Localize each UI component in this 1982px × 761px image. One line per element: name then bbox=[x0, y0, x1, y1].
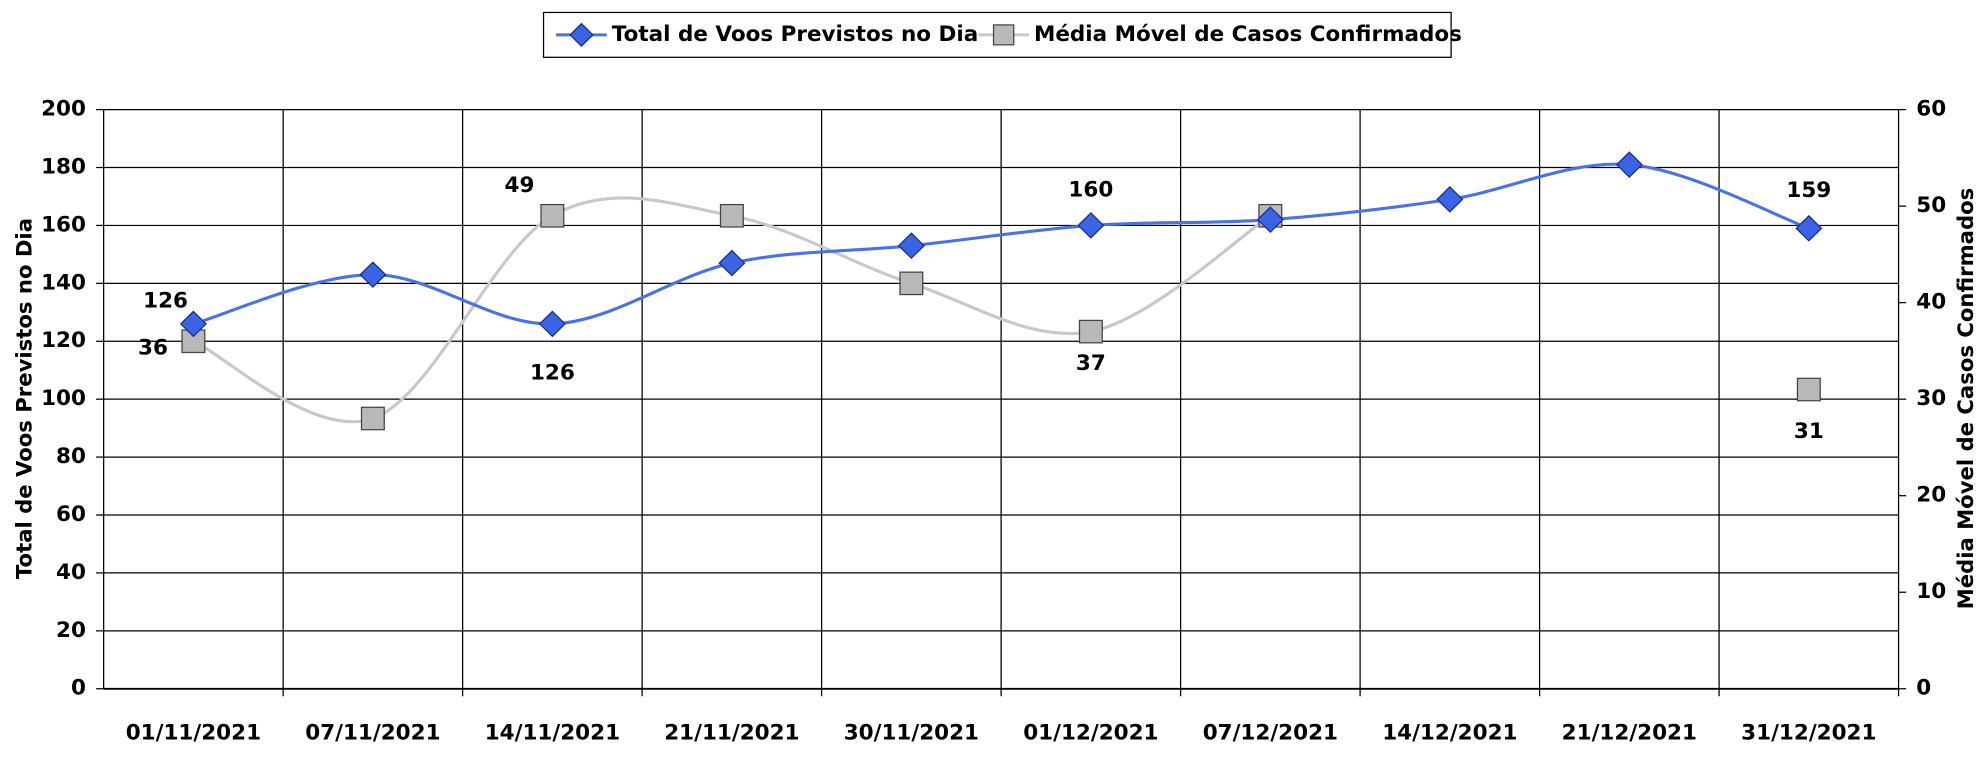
diamond-marker bbox=[179, 310, 207, 338]
y-tick-label: 200 bbox=[41, 97, 86, 122]
y-tick-label: 160 bbox=[41, 213, 86, 238]
y2-tick-label: 40 bbox=[1916, 290, 1946, 315]
diamond-marker bbox=[538, 310, 566, 338]
x-tick-label: 14/12/2021 bbox=[1382, 721, 1517, 746]
series-line bbox=[192, 196, 1272, 424]
x-tick-label: 01/11/2021 bbox=[126, 721, 261, 746]
y-tick-label: 0 bbox=[71, 676, 86, 701]
data-label: 49 bbox=[505, 173, 535, 198]
data-label: 36 bbox=[138, 336, 168, 361]
x-tick-label: 31/12/2021 bbox=[1741, 721, 1876, 746]
x-tick-label: 01/12/2021 bbox=[1023, 721, 1158, 746]
y2-axis-label: Média Móvel de Casos Confirmados bbox=[1954, 188, 1979, 610]
data-label: 37 bbox=[1076, 351, 1106, 376]
y2-tick-label: 30 bbox=[1916, 386, 1946, 411]
y-axis-label: Total de Voos Previstos no Dia bbox=[12, 218, 37, 579]
y-tick-label: 40 bbox=[56, 560, 86, 585]
square-marker bbox=[1078, 319, 1103, 344]
series-line bbox=[192, 162, 1810, 326]
diamond-marker bbox=[718, 249, 746, 277]
square-marker bbox=[1796, 377, 1821, 402]
x-tick-label: 07/11/2021 bbox=[305, 721, 440, 746]
square-marker bbox=[899, 271, 924, 296]
diamond-marker bbox=[359, 261, 387, 288]
y2-tick-label: 20 bbox=[1916, 483, 1946, 508]
y-tick-label: 140 bbox=[41, 270, 86, 295]
x-tick-label: 07/12/2021 bbox=[1203, 721, 1338, 746]
data-label: 31 bbox=[1794, 419, 1824, 444]
x-tick-label: 21/11/2021 bbox=[664, 721, 799, 746]
diamond-marker bbox=[1615, 151, 1643, 178]
square-marker bbox=[540, 203, 565, 228]
square-marker bbox=[360, 406, 385, 431]
legend-marker bbox=[569, 22, 594, 47]
x-tick-label: 14/11/2021 bbox=[485, 721, 620, 746]
square-marker bbox=[719, 203, 744, 228]
y-tick-label: 80 bbox=[56, 444, 86, 469]
data-label: 126 bbox=[143, 289, 188, 314]
data-label: 126 bbox=[530, 361, 575, 386]
y-tick-label: 60 bbox=[56, 502, 86, 527]
y2-tick-label: 60 bbox=[1916, 97, 1946, 122]
data-label: 160 bbox=[1068, 178, 1113, 203]
legend-label: Total de Voos Previstos no Dia bbox=[612, 22, 978, 47]
y-tick-label: 20 bbox=[56, 618, 86, 643]
y-tick-label: 100 bbox=[41, 386, 86, 411]
data-label: 159 bbox=[1786, 178, 1831, 203]
y2-tick-label: 0 bbox=[1916, 676, 1931, 701]
diamond-marker bbox=[1256, 206, 1284, 233]
legend-label: Média Móvel de Casos Confirmados bbox=[1034, 22, 1462, 47]
y-tick-label: 180 bbox=[41, 155, 86, 180]
y-tick-label: 120 bbox=[41, 328, 86, 353]
y2-tick-label: 50 bbox=[1916, 193, 1946, 218]
diamond-marker bbox=[1436, 186, 1464, 213]
legend-marker bbox=[992, 24, 1015, 46]
x-tick-label: 30/11/2021 bbox=[844, 721, 979, 746]
y2-tick-label: 10 bbox=[1916, 579, 1946, 604]
diamond-marker bbox=[897, 232, 925, 260]
x-tick-label: 21/12/2021 bbox=[1562, 721, 1697, 746]
diamond-marker bbox=[1077, 212, 1105, 239]
diamond-marker bbox=[1795, 214, 1823, 242]
